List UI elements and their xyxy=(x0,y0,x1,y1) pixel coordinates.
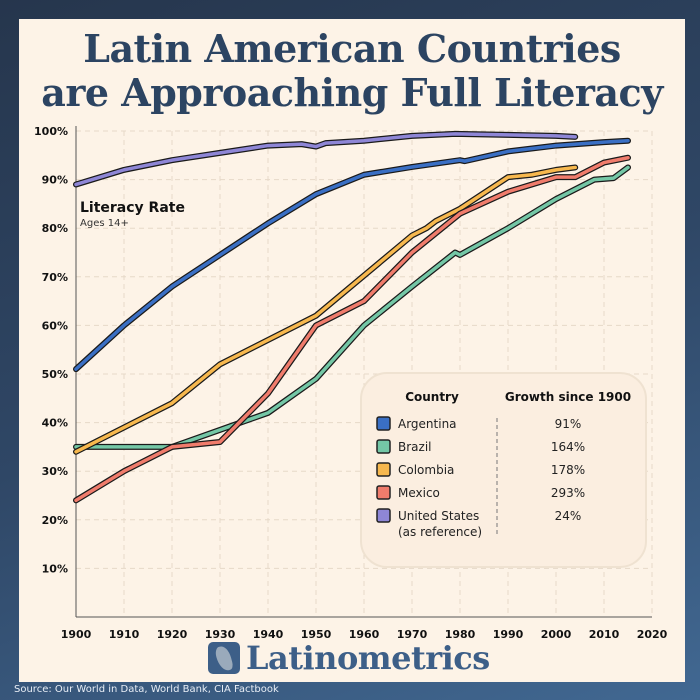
source-note: Source: Our World in Data, World Bank, C… xyxy=(14,684,279,695)
x-tick-label: 1950 xyxy=(301,628,332,641)
x-tick-label: 1920 xyxy=(157,628,188,641)
chart-subtitle: Ages 14+ xyxy=(80,218,129,229)
legend-swatch-brazil xyxy=(376,439,391,454)
series-line-united-states xyxy=(74,132,577,187)
x-tick-label: 1970 xyxy=(397,628,428,641)
y-tick-label: 70% xyxy=(42,271,68,284)
legend-swatch-colombia xyxy=(376,462,391,477)
series-line-argentina xyxy=(74,138,630,371)
y-tick-label: 20% xyxy=(42,514,68,527)
legend-header-country: Country xyxy=(405,390,459,404)
y-tick-label: 100% xyxy=(34,125,68,138)
x-tick-label: 2010 xyxy=(589,628,620,641)
series-line-mexico xyxy=(74,155,630,503)
legend-growth-value: 91% xyxy=(555,417,582,431)
legend-growth-value: 293% xyxy=(551,486,585,500)
series-line-brazil xyxy=(74,165,630,449)
y-tick-label: 30% xyxy=(42,465,68,478)
legend-label: Brazil xyxy=(398,440,432,454)
brand-name: Latinometrics xyxy=(246,639,490,677)
x-tick-label: 1930 xyxy=(205,628,236,641)
infographic-panel: Latin American Countries are Approaching… xyxy=(19,19,685,682)
latin-america-map-icon xyxy=(208,642,240,674)
legend-label: Argentina xyxy=(398,417,457,431)
y-tick-label: 10% xyxy=(42,562,68,575)
title-line-1: Latin American Countries xyxy=(83,26,621,71)
brand-logo: Latinometrics xyxy=(208,639,490,677)
legend-growth-value: 164% xyxy=(551,440,585,454)
legend-label: Mexico xyxy=(398,486,440,500)
legend-swatch-argentina xyxy=(376,416,391,431)
x-tick-label: 1990 xyxy=(493,628,524,641)
x-tick-label: 2000 xyxy=(541,628,572,641)
page-title: Latin American Countries are Approaching… xyxy=(19,27,685,115)
y-tick-label: 90% xyxy=(42,174,68,187)
x-tick-label: 1900 xyxy=(61,628,92,641)
y-tick-label: 40% xyxy=(42,417,68,430)
legend-label-note: (as reference) xyxy=(398,525,482,539)
legend-growth-value: 178% xyxy=(551,463,585,477)
legend-growth-value: 24% xyxy=(555,509,582,523)
legend-label: United States xyxy=(398,509,479,523)
legend-header-growth: Growth since 1900 xyxy=(505,390,631,404)
y-tick-label: 60% xyxy=(42,319,68,332)
x-tick-label: 2020 xyxy=(637,628,668,641)
x-tick-label: 1940 xyxy=(253,628,284,641)
legend-swatch-united-states xyxy=(376,508,391,523)
chart-title: Literacy Rate xyxy=(80,200,185,216)
title-line-2: are Approaching Full Literacy xyxy=(41,70,663,115)
legend-label: Colombia xyxy=(398,463,454,477)
x-tick-label: 1980 xyxy=(445,628,476,641)
x-tick-label: 1960 xyxy=(349,628,380,641)
y-tick-label: 80% xyxy=(42,222,68,235)
x-tick-label: 1910 xyxy=(109,628,140,641)
y-tick-label: 50% xyxy=(42,368,68,381)
legend-swatch-mexico xyxy=(376,485,391,500)
legend-box xyxy=(360,372,647,568)
series-line-colombia xyxy=(74,165,577,454)
